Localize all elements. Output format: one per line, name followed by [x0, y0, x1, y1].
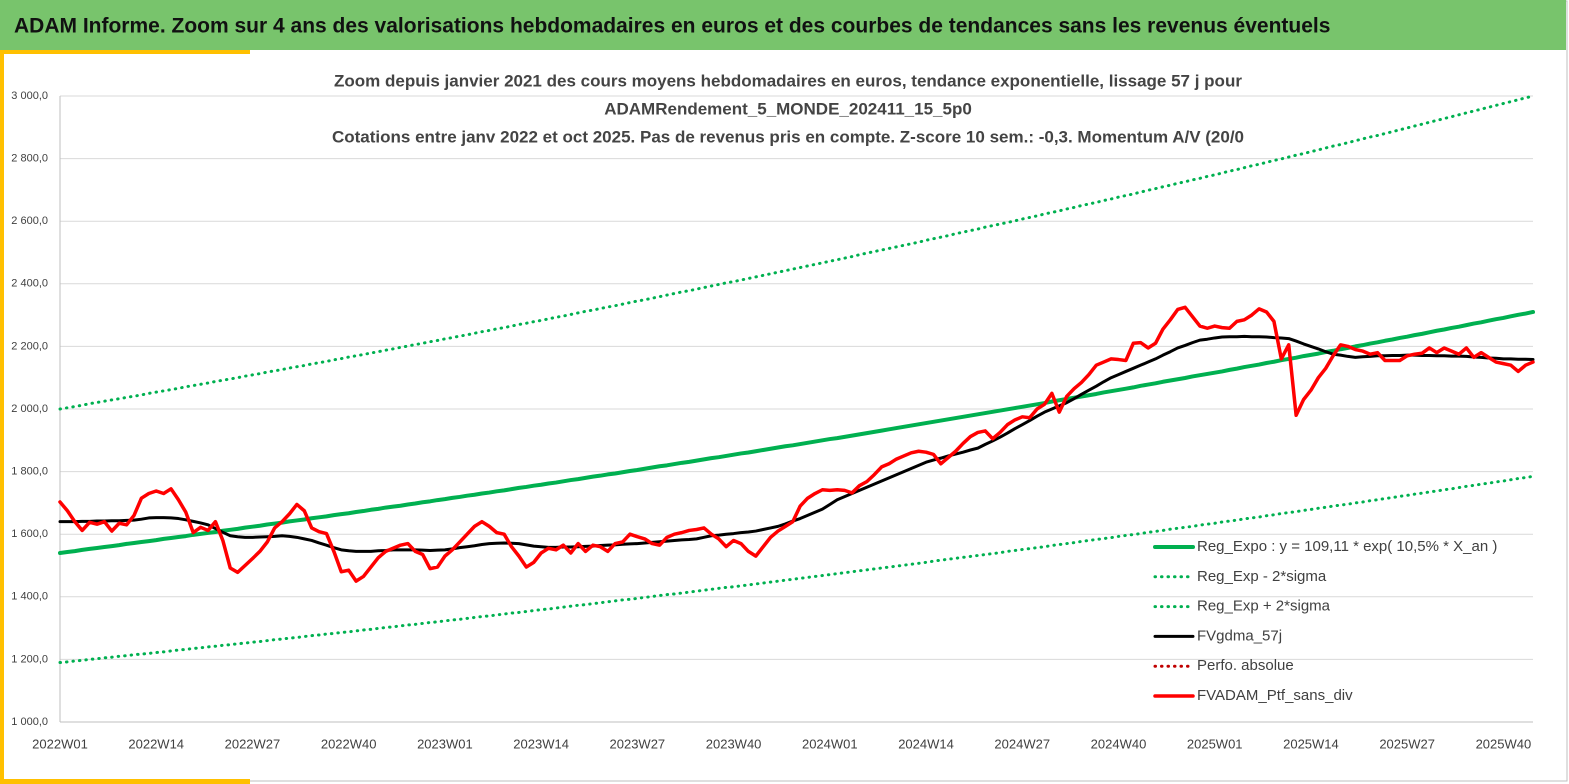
x-tick-label: 2023W14 — [513, 736, 569, 751]
y-tick-label: 1 600,0 — [11, 528, 48, 540]
x-tick-label: 2024W27 — [994, 736, 1050, 751]
y-tick-label: 1 800,0 — [11, 466, 48, 478]
y-tick-label: 1 400,0 — [11, 591, 48, 603]
x-tick-label: 2025W14 — [1283, 736, 1339, 751]
y-tick-label: 2 600,0 — [11, 215, 48, 227]
x-tick-label: 2022W01 — [32, 736, 88, 751]
accent-bottom — [0, 779, 250, 784]
y-tick-label: 2 400,0 — [11, 278, 48, 290]
header-bar — [0, 0, 1566, 50]
x-tick-label: 2025W40 — [1476, 736, 1532, 751]
chart-title: Cotations entre janv 2022 et oct 2025. P… — [332, 127, 1244, 146]
legend-label: Reg_Expo : y = 109,11 * exp( 10,5% * X_a… — [1197, 538, 1497, 555]
x-tick-label: 2023W01 — [417, 736, 473, 751]
x-tick-label: 2022W40 — [321, 736, 377, 751]
x-tick-label: 2022W14 — [128, 736, 184, 751]
header-title: ADAM Informe. Zoom sur 4 ans des valoris… — [14, 15, 1330, 38]
x-tick-label: 2024W01 — [802, 736, 858, 751]
chart-title: ADAMRendement_5_MONDE_202411_15_5p0 — [604, 99, 972, 118]
y-tick-label: 2 800,0 — [11, 153, 48, 165]
x-tick-label: 2024W14 — [898, 736, 954, 751]
accent-top — [0, 50, 250, 54]
x-tick-label: 2022W27 — [225, 736, 281, 751]
y-tick-label: 1 200,0 — [11, 653, 48, 665]
legend-label: FVADAM_Ptf_sans_div — [1197, 687, 1353, 704]
legend-label: Reg_Exp + 2*sigma — [1197, 598, 1331, 615]
x-tick-label: 2023W40 — [706, 736, 762, 751]
y-tick-label: 2 200,0 — [11, 340, 48, 352]
y-tick-label: 3 000,0 — [11, 90, 48, 102]
series-line — [58, 334, 1535, 553]
accent-left — [0, 50, 4, 784]
series-line — [58, 474, 1535, 665]
chart-title: Zoom depuis janvier 2021 des cours moyen… — [334, 71, 1242, 90]
legend-label: Reg_Exp - 2*sigma — [1197, 568, 1327, 585]
series-line — [58, 94, 1535, 411]
x-tick-label: 2023W27 — [610, 736, 666, 751]
y-tick-label: 1 000,0 — [11, 716, 48, 728]
x-tick-label: 2025W01 — [1187, 736, 1243, 751]
series-line — [58, 305, 1535, 583]
x-tick-label: 2025W27 — [1379, 736, 1435, 751]
legend-label: FVgdma_57j — [1197, 627, 1282, 644]
series-line — [58, 309, 1535, 555]
legend-label: Perfo. absolue — [1197, 657, 1294, 674]
y-tick-label: 2 000,0 — [11, 403, 48, 415]
x-tick-label: 2024W40 — [1091, 736, 1147, 751]
